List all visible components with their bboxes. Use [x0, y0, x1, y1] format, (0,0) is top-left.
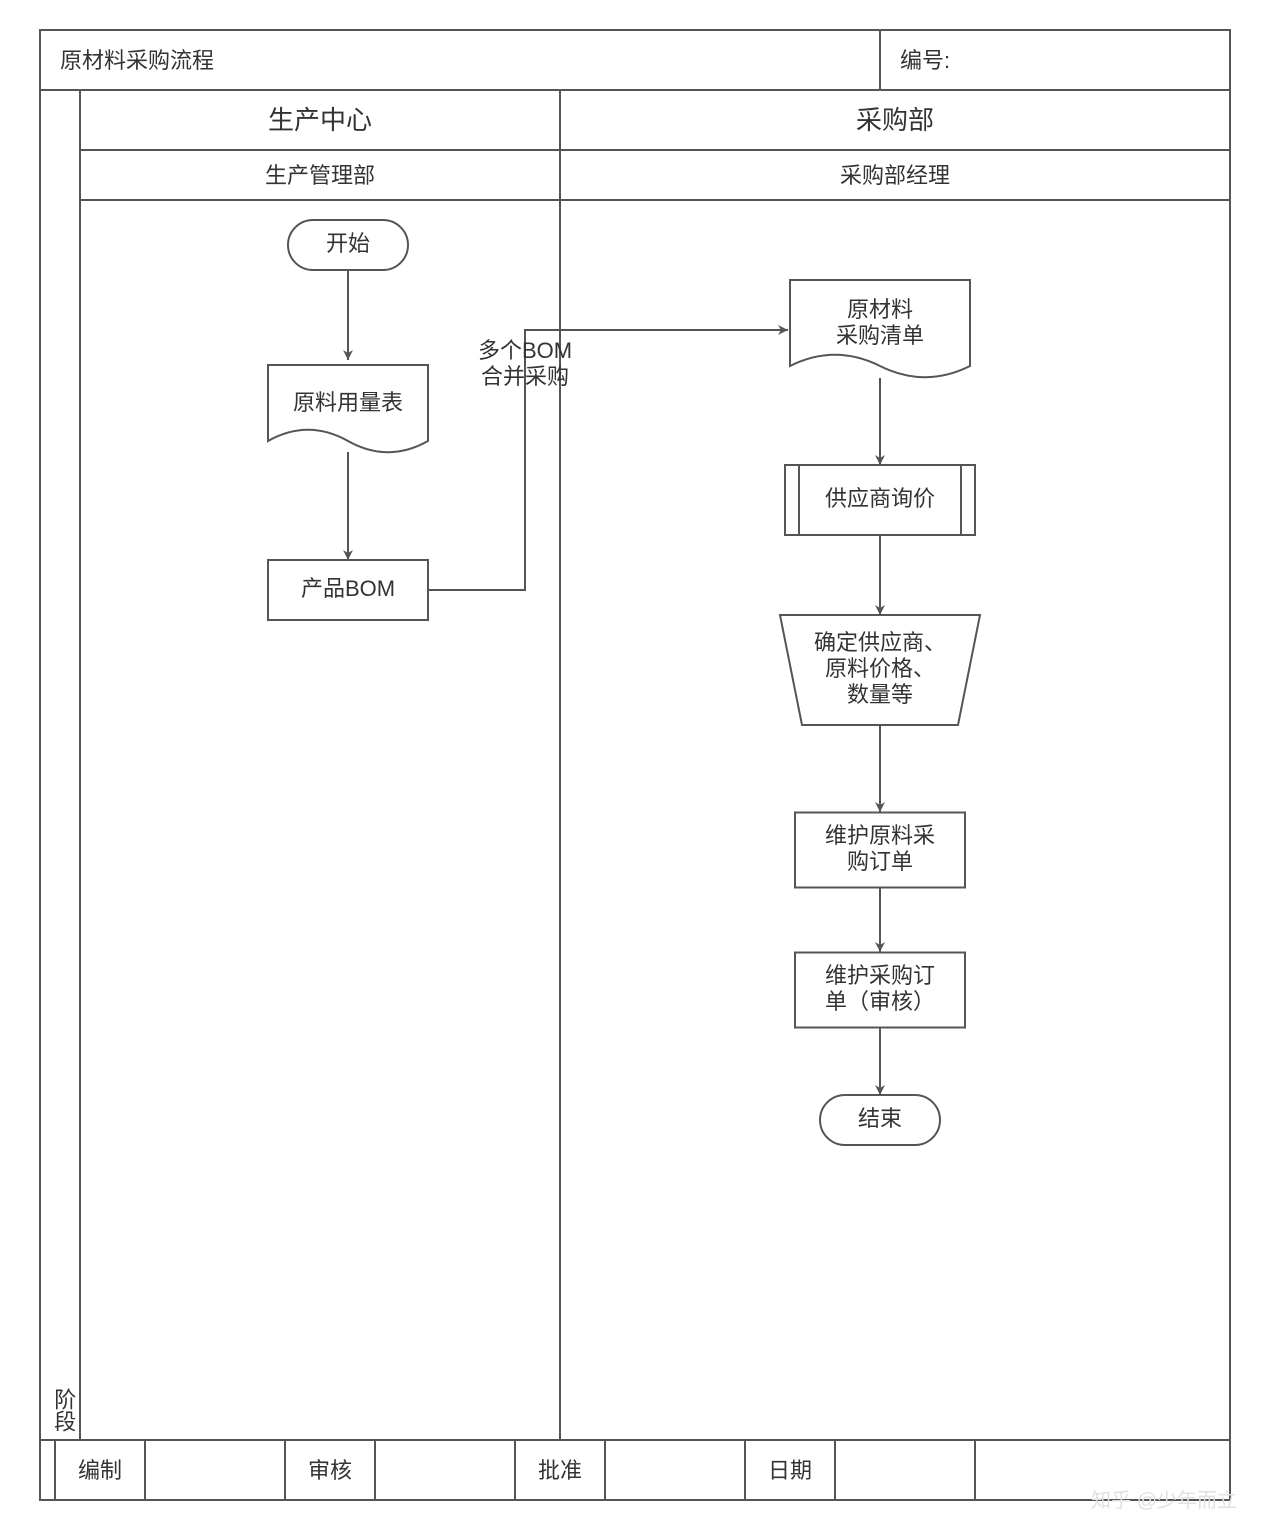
- svg-text:数量等: 数量等: [847, 682, 913, 707]
- svg-text:生产中心: 生产中心: [268, 105, 372, 135]
- flowchart-canvas: 原材料采购流程 编号: 阶段 生产中心 采购部生产管理部 采购部经理编制 审核 批准 日期 开始原…: [0, 0, 1267, 1525]
- svg-text:多个BOM: 多个BOM: [478, 338, 572, 363]
- svg-text:确定供应商、: 确定供应商、: [814, 630, 946, 655]
- svg-text:原料价格、: 原料价格、: [825, 656, 935, 681]
- svg-text:采购部经理: 采购部经理: [840, 163, 950, 188]
- svg-text:合并采购: 合并采购: [481, 364, 569, 389]
- svg-text:开始: 开始: [326, 231, 370, 256]
- svg-text:原材料: 原材料: [847, 297, 913, 322]
- svg-text:供应商询价: 供应商询价: [825, 486, 935, 511]
- svg-text:编号:: 编号:: [900, 48, 950, 73]
- svg-text:单（审核）: 单（审核）: [825, 989, 935, 1014]
- svg-text:原材料采购流程: 原材料采购流程: [60, 48, 214, 73]
- svg-text:阶段: 阶段: [51, 1388, 76, 1432]
- svg-text:审核: 审核: [308, 1458, 352, 1483]
- svg-text:采购清单: 采购清单: [836, 323, 924, 348]
- svg-text:日期: 日期: [768, 1458, 812, 1483]
- svg-text:知乎 @少年而立: 知乎 @少年而立: [1091, 1489, 1237, 1512]
- svg-text:生产管理部: 生产管理部: [265, 163, 375, 188]
- svg-text:原料用量表: 原料用量表: [293, 390, 403, 415]
- svg-text:结束: 结束: [858, 1106, 902, 1131]
- svg-text:采购部: 采购部: [856, 105, 934, 135]
- svg-text:产品BOM: 产品BOM: [301, 576, 395, 601]
- svg-text:批准: 批准: [538, 1458, 582, 1483]
- svg-text:维护采购订: 维护采购订: [825, 963, 935, 988]
- svg-text:编制: 编制: [78, 1458, 122, 1483]
- svg-text:购订单: 购订单: [847, 849, 913, 874]
- svg-text:维护原料采: 维护原料采: [825, 823, 935, 848]
